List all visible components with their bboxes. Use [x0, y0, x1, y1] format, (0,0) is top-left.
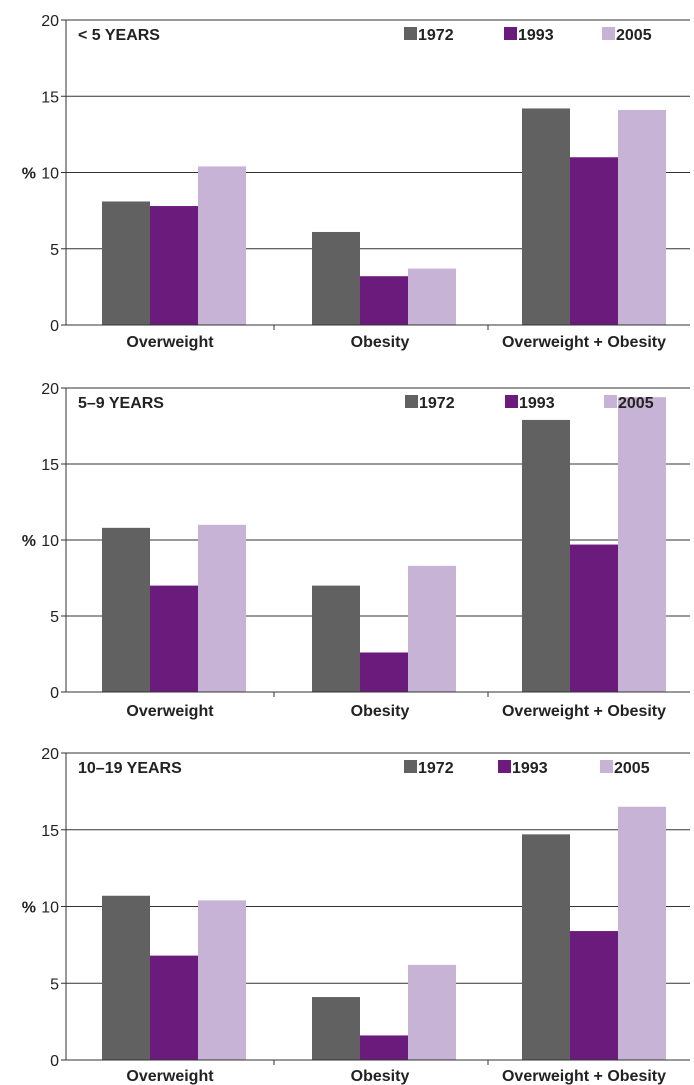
panel-title: 5–9 YEARS	[78, 395, 164, 412]
y-tick-label: 0	[50, 1053, 59, 1070]
y-tick-label: 0	[50, 318, 59, 335]
y-tick-label: 20	[41, 381, 59, 398]
category-label: Obesity	[351, 1068, 410, 1085]
legend-label: 1993	[512, 760, 548, 777]
bar-1972-1	[312, 231, 360, 325]
bar-1993-0	[150, 955, 198, 1060]
category-label: Overweight	[126, 1068, 214, 1085]
bar-1972-1	[312, 997, 360, 1060]
y-tick-label: 20	[41, 13, 59, 30]
bar-1972-1	[312, 585, 360, 692]
chart-panel-2: 0 5 10 15 20% Overweight Obesity Overweight + O…	[22, 381, 690, 720]
legend-swatch	[604, 395, 617, 408]
y-tick-label: 5	[50, 976, 59, 993]
y-tick-label: 15	[41, 89, 59, 106]
bar-2005-2	[618, 397, 666, 692]
legend-swatch	[404, 27, 417, 40]
bar-1972-2	[522, 419, 570, 692]
bar-2005-0	[198, 166, 246, 325]
bar-1993-1	[360, 276, 408, 325]
category-label: Overweight	[126, 703, 214, 720]
legend-swatch	[405, 395, 418, 408]
category-label: Obesity	[351, 703, 410, 720]
category-label: Overweight + Obesity	[502, 1068, 666, 1085]
bar-1972-0	[102, 201, 150, 325]
y-tick-label: 5	[50, 609, 59, 626]
bar-2005-0	[198, 900, 246, 1060]
bar-1993-0	[150, 585, 198, 692]
y-axis-label: %	[22, 166, 36, 183]
legend-label: 2005	[618, 395, 654, 412]
legend-swatch	[498, 760, 511, 773]
bar-1993-0	[150, 206, 198, 325]
legend-swatch	[504, 27, 517, 40]
bar-1993-2	[570, 544, 618, 692]
bar-1993-2	[570, 157, 618, 325]
y-tick-label: 15	[41, 823, 59, 840]
chart-panel-1: 0 5 10 15 20% Overweight Obesity Overweight + O…	[22, 13, 690, 351]
y-axis-label: %	[22, 533, 36, 550]
y-tick-label: 15	[41, 457, 59, 474]
y-tick-label: 0	[50, 685, 59, 702]
legend-label: 2005	[616, 27, 652, 44]
bar-1972-2	[522, 108, 570, 325]
category-label: Overweight	[126, 334, 214, 351]
legend-label: 1993	[519, 395, 555, 412]
legend-label: 1972	[418, 760, 454, 777]
bar-2005-0	[198, 524, 246, 692]
legend-swatch	[404, 760, 417, 773]
legend-label: 1972	[419, 395, 455, 412]
bar-1993-1	[360, 1035, 408, 1060]
legend-swatch	[600, 760, 613, 773]
bar-1993-2	[570, 931, 618, 1060]
category-label: Overweight + Obesity	[502, 703, 666, 720]
chart-panel-3: 0 5 10 15 20% Overweight Obesity Overweight + O…	[22, 746, 690, 1085]
panel-title: 10–19 YEARS	[78, 760, 182, 777]
bar-2005-2	[618, 109, 666, 325]
y-tick-label: 20	[41, 746, 59, 763]
legend-label: 1972	[418, 27, 454, 44]
bar-1972-2	[522, 834, 570, 1060]
category-label: Overweight + Obesity	[502, 334, 666, 351]
legend-swatch	[602, 27, 615, 40]
bar-1993-1	[360, 652, 408, 692]
y-tick-label: 5	[50, 242, 59, 259]
bar-2005-1	[408, 565, 456, 692]
bar-1972-0	[102, 895, 150, 1060]
y-tick-label: 10	[41, 533, 59, 550]
bar-2005-1	[408, 964, 456, 1060]
legend-label: 2005	[614, 760, 650, 777]
y-tick-label: 10	[41, 166, 59, 183]
panel-title: < 5 YEARS	[78, 27, 160, 44]
legend-swatch	[505, 395, 518, 408]
bar-2005-2	[618, 806, 666, 1060]
y-tick-label: 10	[41, 900, 59, 917]
bar-1972-0	[102, 527, 150, 692]
bar-2005-1	[408, 268, 456, 325]
category-label: Obesity	[351, 334, 410, 351]
y-axis-label: %	[22, 900, 36, 917]
legend-label: 1993	[518, 27, 554, 44]
